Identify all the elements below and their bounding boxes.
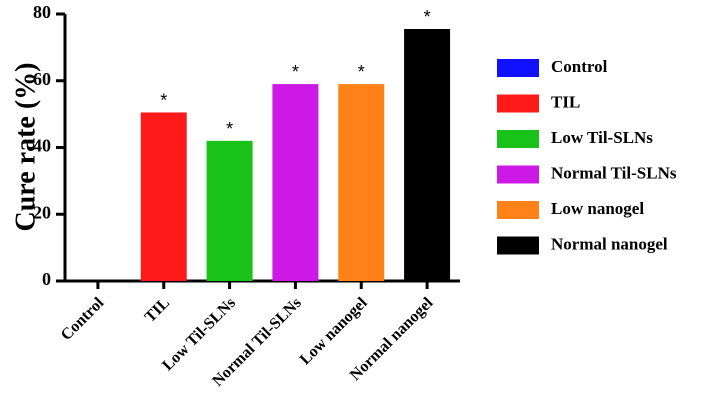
legend-label: Normal Til-SLNs: [551, 163, 677, 182]
x-tick-label: TIL: [142, 294, 174, 326]
y-tick-label: 40: [33, 136, 51, 156]
y-axis-label: Cure rate (%): [10, 63, 41, 232]
x-tick-label: Low nanogel: [297, 294, 371, 368]
legend-label: Control: [551, 57, 608, 76]
bar: [338, 84, 385, 282]
bar: [272, 84, 319, 282]
bar: [140, 112, 187, 281]
legend-swatch: [497, 59, 539, 77]
significance-marker: *: [226, 119, 233, 139]
legend-swatch: [497, 165, 539, 184]
y-tick-label: 20: [33, 202, 51, 222]
significance-marker: *: [424, 7, 431, 27]
legend-label: Low nanogel: [551, 199, 644, 218]
y-tick-label: 60: [33, 69, 51, 89]
legend-swatch: [497, 94, 539, 113]
significance-marker: *: [358, 62, 365, 82]
legend-swatch: [497, 236, 539, 255]
y-tick-label: 80: [33, 2, 51, 22]
legend-swatch: [497, 130, 539, 148]
legend-swatch: [497, 201, 539, 219]
bar: [404, 29, 451, 281]
significance-marker: *: [292, 62, 299, 82]
legend-label: Low Til-SLNs: [551, 128, 653, 147]
legend-label: TIL: [551, 92, 580, 111]
x-tick-label: Control: [58, 294, 108, 344]
significance-marker: *: [160, 90, 167, 110]
legend-label: Normal nanogel: [551, 234, 668, 253]
bar: [206, 140, 253, 281]
y-tick-label: 0: [42, 269, 51, 289]
legend: Control TIL Low Til-SLNs Normal Til-SLNs Low…: [497, 57, 677, 255]
